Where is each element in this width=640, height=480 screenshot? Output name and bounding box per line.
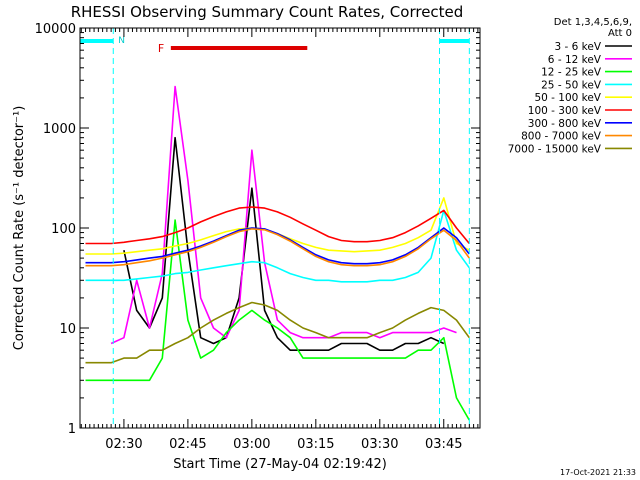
y-tick-label: 10 [59, 322, 76, 337]
legend-label: 25 - 50 keV [541, 79, 602, 91]
series-line [85, 301, 470, 364]
chart-title: RHESSI Observing Summary Count Rates, Co… [71, 3, 464, 21]
series-line [85, 227, 470, 265]
plot-frame [79, 27, 481, 429]
legend-header-line: Det 1,3,4,5,6,9, [554, 17, 632, 28]
series-line [85, 197, 470, 255]
annotation-layer: NF [80, 28, 470, 428]
y-tick-label: 10000 [35, 22, 76, 37]
series-line [110, 85, 457, 345]
legend-header-line: Att 0 [608, 28, 632, 39]
y-tick-label: 1000 [43, 122, 76, 137]
legend-label: 3 - 6 keV [554, 41, 601, 53]
series-line [85, 228, 470, 267]
y-tick-label: 1 [68, 422, 76, 437]
legend-label: 12 - 25 keV [541, 67, 602, 79]
series-line [85, 209, 470, 283]
x-axis-label: Start Time (27-May-04 02:19:42) [173, 457, 387, 472]
series-line [85, 206, 470, 245]
legend-label: 7000 - 15000 keV [508, 143, 602, 155]
legend-label: 300 - 800 keV [528, 118, 602, 130]
series-line [85, 219, 470, 421]
legend-label: 800 - 7000 keV [521, 131, 602, 143]
legend-label: 100 - 300 keV [528, 105, 602, 117]
legend-header: Det 1,3,4,5,6,9,Att 0 [554, 17, 632, 39]
y-axis-label: Corrected Count Rate (s⁻¹ detector⁻¹) [12, 106, 27, 351]
x-tick-label: 03:30 [361, 437, 398, 452]
y-tick-label: 100 [51, 222, 76, 237]
legend-label: 6 - 12 keV [548, 54, 602, 66]
footer-date: 17-Oct-2021 21:33 [560, 468, 636, 477]
x-tick-label: 02:30 [105, 437, 142, 452]
x-tick-label: 03:45 [425, 437, 462, 452]
x-axis: 02:30 02:45 03:00 03:15 03:30 03:45 [80, 28, 479, 452]
x-tick-label: 03:15 [297, 437, 334, 452]
night-marker-label: N [118, 36, 125, 46]
x-tick-label: 03:00 [233, 437, 270, 452]
series-line [123, 136, 445, 351]
y-axis: 1 10 100 1000 10000 [35, 22, 480, 437]
legend-label: 50 - 100 keV [534, 92, 601, 104]
flare-marker-label: F [158, 42, 164, 55]
x-tick-label: 02:45 [169, 437, 206, 452]
series-layer [85, 85, 470, 421]
